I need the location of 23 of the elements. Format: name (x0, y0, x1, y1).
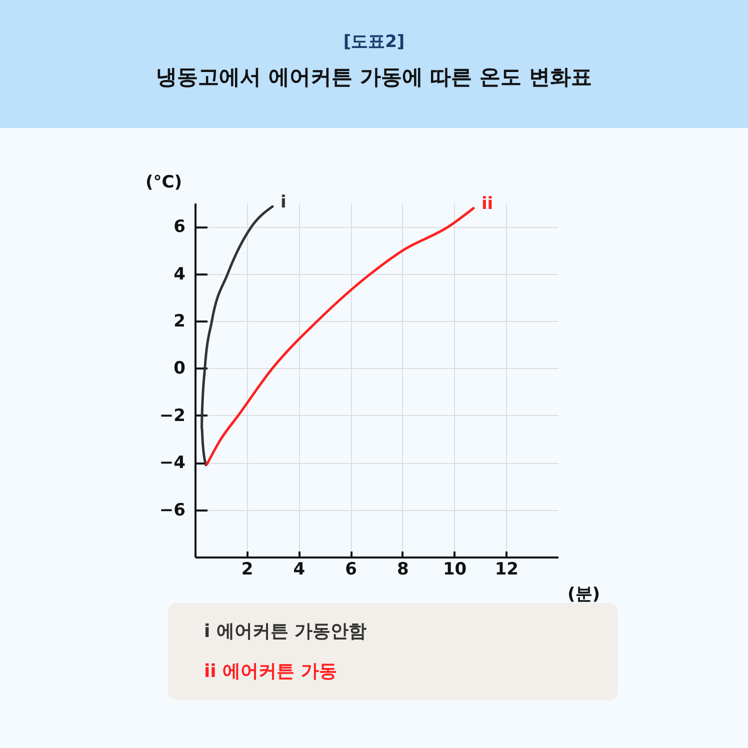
y-tick-label: 6 (174, 217, 186, 238)
x-tick-label: 4 (293, 560, 306, 580)
text: ii 에어커튼 가동 (204, 660, 338, 683)
chart-subtitle: [도표2] (342, 31, 406, 53)
x-tick-label: 6 (345, 560, 357, 580)
y-tick-label: −6 (159, 500, 186, 520)
y-tick-label: 2 (174, 312, 186, 332)
y-tick-label: −2 (159, 406, 186, 426)
chart-title: 냉동고에서 에어커튼 가동에 따른 온도 변화표 (155, 64, 593, 91)
x-tick-label: 2 (241, 560, 254, 580)
y-tick-label: 4 (174, 264, 186, 284)
x-axis-title: (분) (568, 584, 600, 604)
series-label: ii (481, 194, 494, 214)
series-label: i (280, 192, 286, 213)
text: i 에어커튼 가동안함 (204, 620, 368, 643)
line-series (200, 205, 274, 466)
x-tick-label: 8 (397, 560, 409, 580)
x-tick-label: 10 (442, 560, 467, 580)
y-axis-title: (°C) (146, 172, 182, 192)
y-tick-label: −4 (159, 453, 186, 474)
line-series (206, 206, 475, 466)
x-tick-label: 12 (494, 560, 518, 580)
y-tick-label: 0 (174, 358, 186, 379)
